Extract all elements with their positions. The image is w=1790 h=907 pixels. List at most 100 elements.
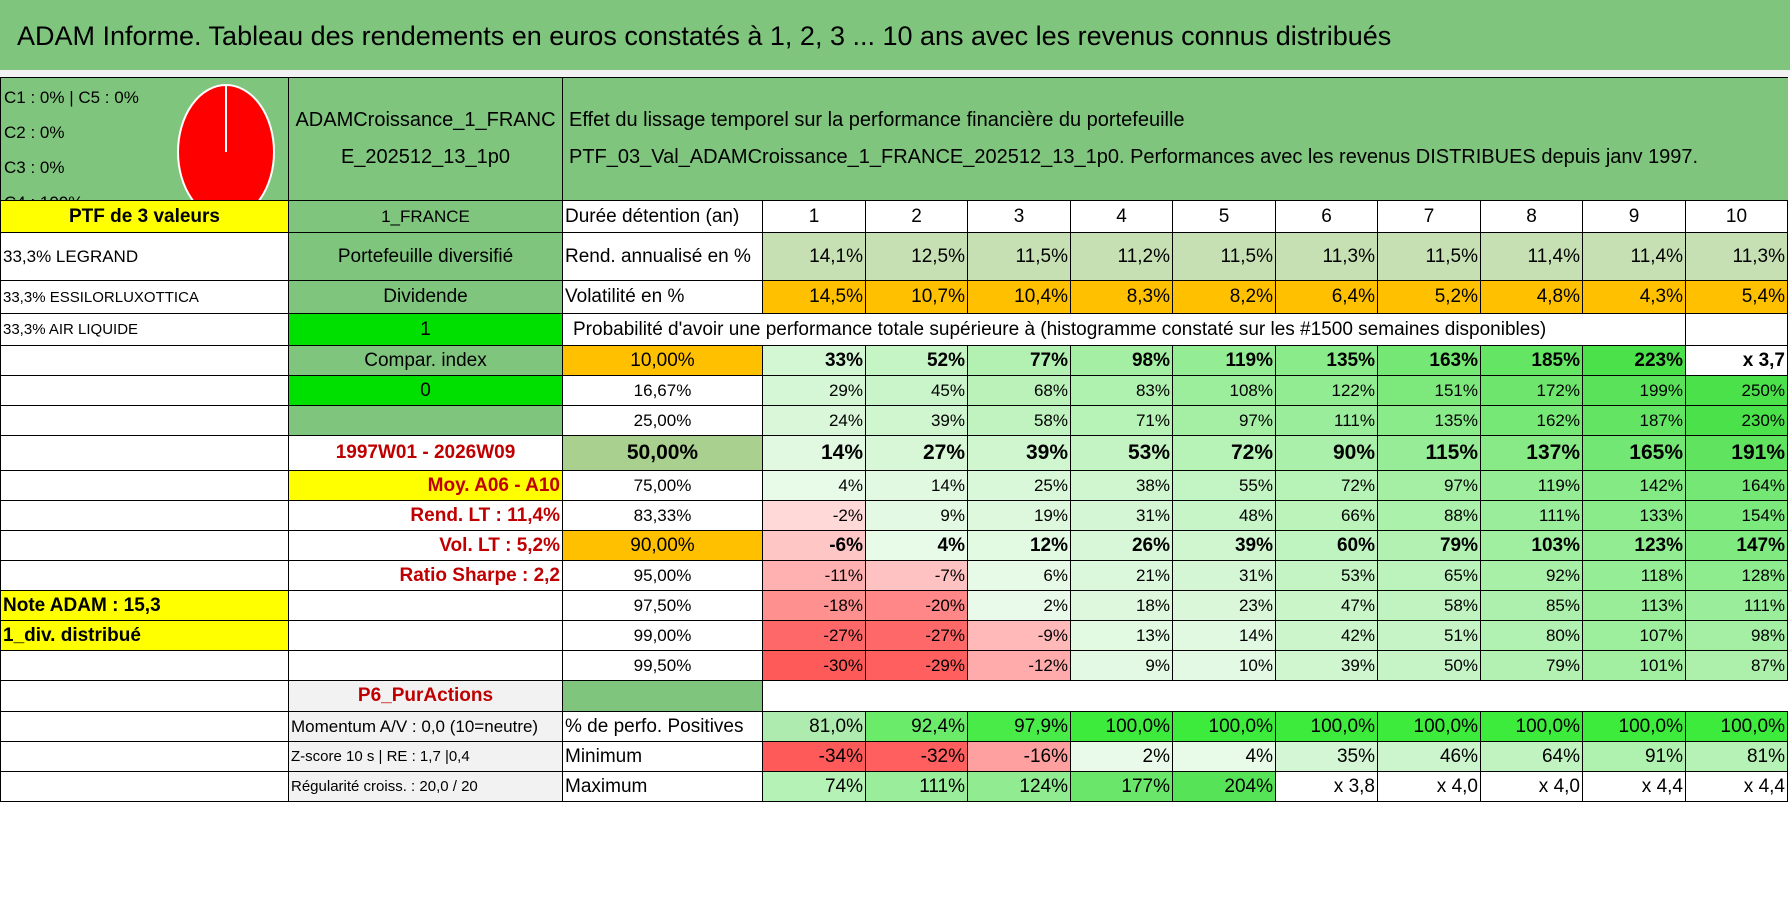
probability-value: 98%: [1070, 345, 1173, 376]
year-header: 10: [1685, 200, 1788, 233]
rend-value: 12,5%: [865, 232, 968, 281]
positives-value: 92,4%: [865, 711, 968, 742]
positives-value: 100,0%: [1685, 711, 1788, 742]
minimum-value: 46%: [1377, 741, 1481, 772]
table-cell: [288, 620, 563, 651]
vol-value: 5,4%: [1685, 280, 1788, 314]
header-line2: PTF_03_Val_ADAMCroissance_1_FRANCE_20251…: [569, 146, 1699, 168]
page-title: ADAM Informe. Tableau des rendements en …: [0, 0, 1790, 70]
positives-value: 100,0%: [1377, 711, 1481, 742]
maximum-value: x 3,8: [1275, 771, 1378, 802]
probability-value: 111%: [1480, 500, 1583, 531]
probability-value: 55%: [1172, 470, 1276, 501]
table-cell: [0, 375, 289, 406]
maximum-label: Maximum: [562, 771, 763, 802]
probability-value: 39%: [967, 435, 1071, 471]
probability-value: 119%: [1172, 345, 1276, 376]
probability-value: 26%: [1070, 530, 1173, 561]
maximum-value: 74%: [762, 771, 866, 802]
probability-value: 53%: [1275, 560, 1378, 591]
vol-label: Volatilité en %: [562, 280, 763, 314]
positives-value: 81,0%: [762, 711, 866, 742]
probability-value: 113%: [1582, 590, 1686, 621]
probability-value: 52%: [865, 345, 968, 376]
rend-value: 11,5%: [967, 232, 1071, 281]
probability-threshold: 90,00%: [562, 530, 763, 561]
vol-value: 14,5%: [762, 280, 866, 314]
positives-value: 100,0%: [1582, 711, 1686, 742]
probability-threshold: 97,50%: [562, 590, 763, 621]
probability-value: 53%: [1070, 435, 1173, 471]
side-note: Note ADAM : 15,3: [0, 590, 289, 621]
zscore-label: Z-score 10 s | RE : 1,7 |0,4: [288, 741, 563, 772]
portfolio-name: ADAMCroissance_1_FRANC E_202512_13_1p0: [288, 77, 563, 201]
probability-threshold: 75,00%: [562, 470, 763, 501]
minimum-value: 4%: [1172, 741, 1276, 772]
side-note: 1_div. distribué: [0, 620, 289, 651]
legend-c4: C4 : 100%: [4, 185, 139, 200]
allocation-pie-chart: [177, 84, 275, 200]
year-header: 5: [1172, 200, 1276, 233]
probability-value: -27%: [762, 620, 866, 651]
probability-value: 133%: [1582, 500, 1686, 531]
probability-value: 199%: [1582, 375, 1686, 406]
probability-value: 128%: [1685, 560, 1788, 591]
probability-value: 119%: [1480, 470, 1583, 501]
probability-value: 87%: [1685, 650, 1788, 681]
side-metric: Rend. LT : 11,4%: [288, 500, 563, 531]
minimum-value: 81%: [1685, 741, 1788, 772]
probability-value: 118%: [1582, 560, 1686, 591]
probability-threshold: 10,00%: [562, 345, 763, 376]
probability-value: 24%: [762, 405, 866, 436]
vol-value: 4,8%: [1480, 280, 1583, 314]
table-cell: [0, 680, 289, 712]
probability-value: -2%: [762, 500, 866, 531]
probability-threshold: 50,00%: [562, 435, 763, 471]
returns-table: C1 : 0% | C5 : 0% C2 : 0% C3 : 0% C4 : 100%…: [0, 77, 1788, 802]
header-description: Effet du lissage temporel sur la perform…: [562, 77, 1788, 201]
side-metric: Vol. LT : 5,2%: [288, 530, 563, 561]
positives-value: 97,9%: [967, 711, 1071, 742]
probability-value: -11%: [762, 560, 866, 591]
table-cell: [0, 650, 289, 681]
rend-value: 11,2%: [1070, 232, 1173, 281]
rend-value: 11,3%: [1275, 232, 1378, 281]
probability-value: 137%: [1480, 435, 1583, 471]
probability-value: 14%: [865, 470, 968, 501]
positives-label: % de perfo. Positives: [562, 711, 763, 742]
table-cell: [288, 590, 563, 621]
probability-value: 154%: [1685, 500, 1788, 531]
probability-value: 66%: [1275, 500, 1378, 531]
minimum-value: -16%: [967, 741, 1071, 772]
probability-value: 162%: [1480, 405, 1583, 436]
probability-value: 185%: [1480, 345, 1583, 376]
legend-cell: C1 : 0% | C5 : 0% C2 : 0% C3 : 0% C4 : 100%: [0, 77, 289, 201]
probability-value: 163%: [1377, 345, 1481, 376]
table-cell: [0, 771, 289, 802]
probability-value: 31%: [1172, 560, 1276, 591]
legend-c3: C3 : 0%: [4, 158, 65, 177]
probability-value: -29%: [865, 650, 968, 681]
probability-value: 65%: [1377, 560, 1481, 591]
proba-title: Probabilité d'avoir une performance tota…: [562, 313, 1686, 346]
side-metric: Ratio Sharpe : 2,2: [288, 560, 563, 591]
probability-threshold: 25,00%: [562, 405, 763, 436]
probability-value: 14%: [1172, 620, 1276, 651]
probability-value: 10%: [1172, 650, 1276, 681]
probability-value: 12%: [967, 530, 1071, 561]
probability-value: 4%: [762, 470, 866, 501]
vol-value: 4,3%: [1582, 280, 1686, 314]
year-header: 8: [1480, 200, 1583, 233]
vol-value: 8,3%: [1070, 280, 1173, 314]
probability-value: 79%: [1480, 650, 1583, 681]
header-line1: Effet du lissage temporel sur la perform…: [569, 109, 1185, 131]
table-cell: [1685, 313, 1788, 346]
year-header: 4: [1070, 200, 1173, 233]
probability-value: 31%: [1070, 500, 1173, 531]
probability-value: 151%: [1377, 375, 1481, 406]
probability-value: 107%: [1582, 620, 1686, 651]
probability-value: 6%: [967, 560, 1071, 591]
maximum-value: 111%: [865, 771, 968, 802]
minimum-value: 2%: [1070, 741, 1173, 772]
rend-value: 11,3%: [1685, 232, 1788, 281]
